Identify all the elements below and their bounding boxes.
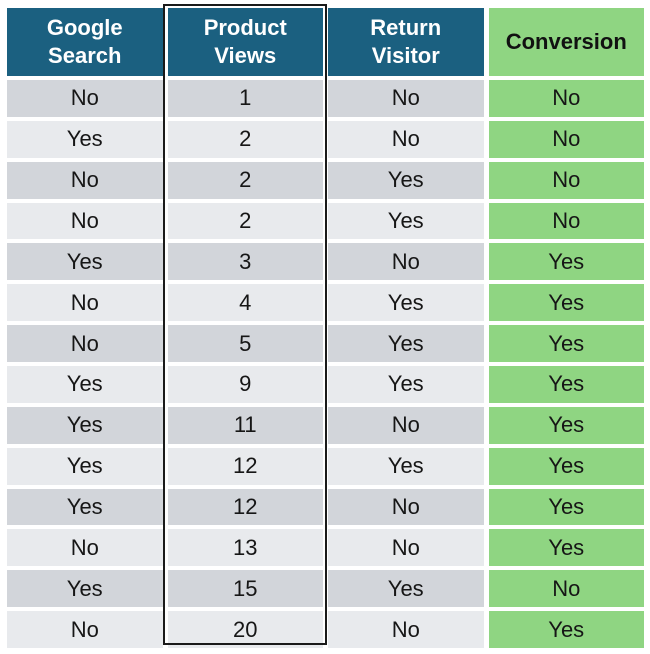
table-cell: No bbox=[7, 161, 163, 199]
table-cell: Yes bbox=[488, 243, 644, 281]
table-cell: 11 bbox=[167, 406, 323, 444]
table-cell: 15 bbox=[167, 570, 323, 608]
table-cell: No bbox=[7, 529, 163, 567]
table-cell: Yes bbox=[488, 611, 644, 648]
table-cell: 20 bbox=[167, 611, 323, 648]
table-cell: Yes bbox=[488, 529, 644, 567]
table-cell: Yes bbox=[488, 406, 644, 444]
table-cell: 12 bbox=[167, 488, 323, 526]
table-cell: Yes bbox=[488, 447, 644, 485]
table-cell: Yes bbox=[7, 447, 163, 485]
table-cell: Yes bbox=[488, 284, 644, 322]
table-cell: Yes bbox=[7, 570, 163, 608]
table-cell: No bbox=[7, 80, 163, 117]
table-cell: Yes bbox=[7, 243, 163, 281]
table-cell: Yes bbox=[7, 406, 163, 444]
column-header-return-visitor: Return Visitor bbox=[328, 8, 484, 76]
table-cell: No bbox=[328, 406, 484, 444]
table-cell: 2 bbox=[167, 161, 323, 199]
table-cell: No bbox=[7, 202, 163, 240]
table-cell: Yes bbox=[488, 366, 644, 403]
table-cell: No bbox=[488, 120, 644, 158]
table-cell: No bbox=[488, 202, 644, 240]
table-cell: Yes bbox=[7, 366, 163, 403]
table-cell: No bbox=[328, 611, 484, 648]
table-cell: No bbox=[7, 325, 163, 362]
column-header-google-search: Google Search bbox=[7, 8, 163, 76]
table-cell: No bbox=[328, 529, 484, 567]
table-cell: Yes bbox=[7, 488, 163, 526]
data-table: Google Search Product Views Return Visit… bbox=[7, 4, 644, 648]
table-cell: Yes bbox=[488, 488, 644, 526]
table-cell: Yes bbox=[328, 202, 484, 240]
table-cell: No bbox=[328, 80, 484, 117]
table-cell: No bbox=[488, 570, 644, 608]
table-cell: 2 bbox=[167, 120, 323, 158]
table-cell: No bbox=[7, 284, 163, 322]
table-cell: Yes bbox=[488, 325, 644, 362]
table-cell: No bbox=[7, 611, 163, 648]
table-cell: Yes bbox=[7, 120, 163, 158]
table-cell: 5 bbox=[167, 325, 323, 362]
table-cell: No bbox=[488, 161, 644, 199]
table-cell: Yes bbox=[328, 366, 484, 403]
table-cell: 13 bbox=[167, 529, 323, 567]
table-cell: 3 bbox=[167, 243, 323, 281]
table-cell: 1 bbox=[167, 80, 323, 117]
table-cell: No bbox=[328, 120, 484, 158]
table-grid: Google Search Product Views Return Visit… bbox=[7, 8, 644, 648]
table-cell: Yes bbox=[328, 284, 484, 322]
table-cell: 9 bbox=[167, 366, 323, 403]
table-cell: 12 bbox=[167, 447, 323, 485]
table-cell: Yes bbox=[328, 161, 484, 199]
table-cell: No bbox=[328, 243, 484, 281]
table-cell: 4 bbox=[167, 284, 323, 322]
table-cell: No bbox=[488, 80, 644, 117]
table-cell: 2 bbox=[167, 202, 323, 240]
table-cell: No bbox=[328, 488, 484, 526]
table-cell: Yes bbox=[328, 570, 484, 608]
table-cell: Yes bbox=[328, 447, 484, 485]
table-cell: Yes bbox=[328, 325, 484, 362]
column-header-product-views: Product Views bbox=[167, 8, 323, 76]
column-header-conversion: Conversion bbox=[488, 8, 644, 76]
